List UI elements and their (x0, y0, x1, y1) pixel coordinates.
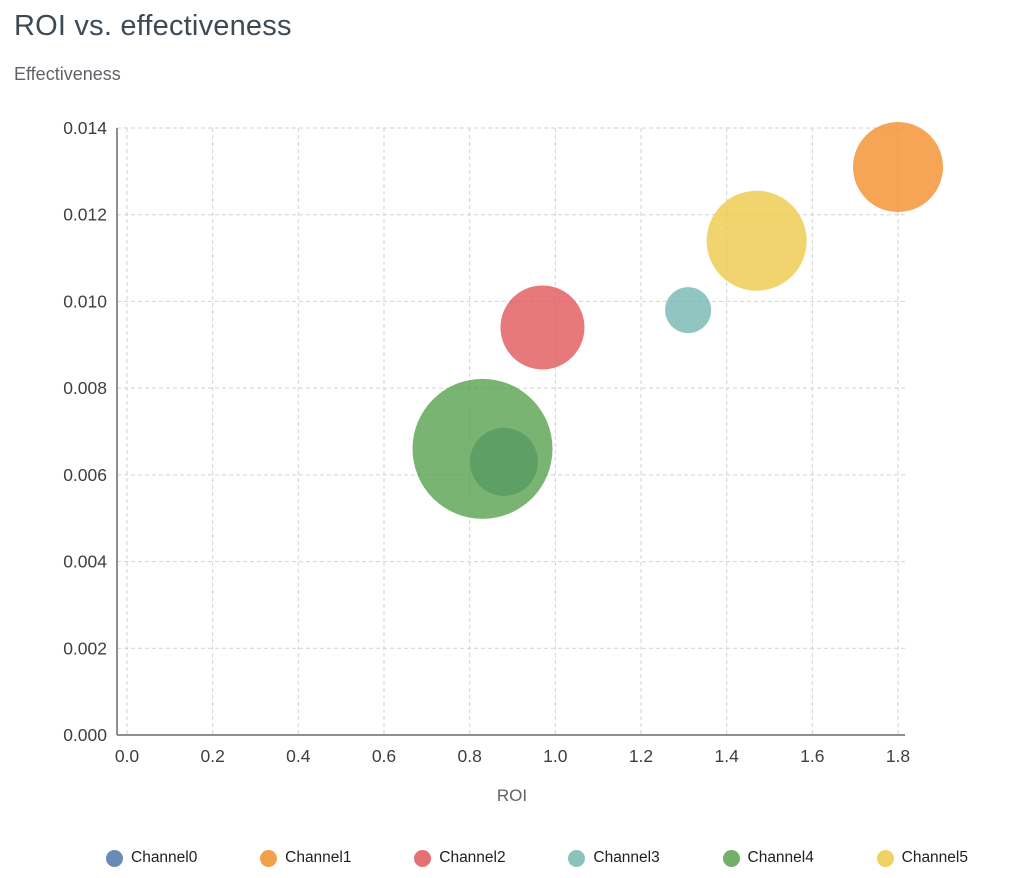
x-axis-title: ROI (496, 786, 528, 805)
y-tick-label: 0.000 (63, 725, 107, 745)
legend-swatch-icon (260, 849, 278, 867)
y-tick-label: 0.012 (63, 205, 107, 225)
legend-swatch-icon (722, 849, 740, 867)
y-tick-label: 0.010 (63, 291, 107, 311)
bubble-channel3[interactable] (665, 287, 712, 334)
legend-label: Channel4 (747, 849, 814, 866)
legend-label: Channel2 (439, 849, 506, 866)
legend-label: Channel1 (285, 849, 352, 866)
y-tick-label: 0.002 (63, 638, 107, 658)
x-tick-label: 0.0 (115, 746, 140, 766)
y-tick-label: 0.008 (63, 378, 107, 398)
x-tick-label: 1.6 (800, 746, 824, 766)
x-tick-label: 0.4 (286, 746, 311, 766)
bubble-channel4[interactable] (412, 378, 553, 519)
legend-swatch-icon (106, 849, 123, 867)
x-tick-label: 1.0 (543, 746, 568, 766)
legend-swatch-icon (568, 849, 586, 867)
legend-label: Channel3 (593, 849, 660, 866)
bubble-channel1[interactable] (853, 122, 943, 213)
x-tick-label: 1.4 (715, 746, 740, 766)
legend-swatch-icon (414, 849, 432, 867)
legend-label: Channel5 (901, 849, 968, 866)
legend-item-channel1[interactable]: Channel1 (260, 849, 351, 867)
legend-item-channel3[interactable]: Channel3 (568, 849, 660, 867)
x-tick-label: 1.8 (886, 746, 910, 766)
legend-swatch-icon (876, 849, 894, 867)
y-tick-label: 0.014 (63, 118, 107, 138)
chart-legend: Channel0 Channel1 Channel2 Channel3 Channel4… (0, 841, 1024, 875)
chart-title: ROI vs. effectiveness (14, 10, 292, 42)
legend-item-channel4[interactable]: Channel4 (722, 849, 814, 867)
legend-item-channel2[interactable]: Channel2 (414, 849, 506, 867)
x-tick-label: 0.6 (372, 746, 396, 766)
legend-item-channel5[interactable]: Channel5 (876, 849, 968, 867)
legend-label: Channel0 (131, 849, 198, 866)
bubble-channel2[interactable] (500, 285, 585, 370)
x-tick-label: 0.2 (201, 746, 225, 766)
x-tick-label: 0.8 (458, 746, 482, 766)
y-axis-title: Effectiveness (14, 64, 121, 84)
bubble-channel5[interactable] (706, 190, 807, 291)
legend-item-channel0[interactable]: Channel0 (106, 849, 197, 867)
x-tick-label: 1.2 (629, 746, 653, 766)
y-tick-label: 0.006 (63, 465, 107, 485)
y-tick-label: 0.004 (63, 552, 107, 572)
